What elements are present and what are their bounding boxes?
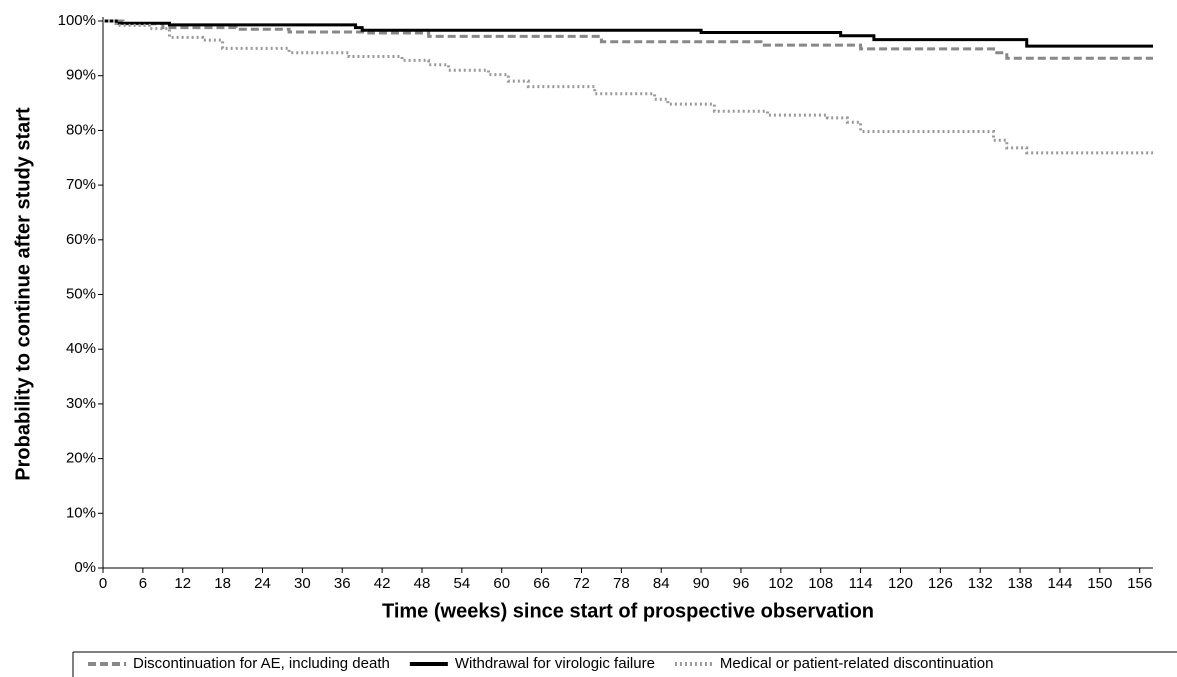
y-tick-label: 80% [66, 121, 96, 138]
x-tick-label: 96 [733, 575, 750, 592]
x-tick-label: 66 [533, 575, 550, 592]
y-tick-label: 10% [66, 504, 96, 521]
x-tick-label: 126 [928, 575, 953, 592]
y-tick-label: 70% [66, 176, 96, 193]
survival-line [103, 19, 1153, 155]
y-tick-label: 50% [66, 285, 96, 302]
legend-label: Medical or patient-related discontinuati… [720, 655, 994, 672]
survival-line [103, 19, 1153, 60]
x-tick-label: 36 [334, 575, 351, 592]
x-tick-label: 48 [414, 575, 431, 592]
x-tick-label: 24 [254, 575, 271, 592]
x-tick-label: 132 [968, 575, 993, 592]
x-tick-label: 114 [849, 575, 873, 592]
x-tick-label: 108 [808, 575, 833, 592]
legend-label: Withdrawal for virologic failure [455, 655, 655, 672]
x-tick-label: 72 [573, 575, 590, 592]
x-tick-label: 18 [214, 575, 231, 592]
x-tick-label: 0 [99, 575, 107, 592]
x-tick-label: 42 [374, 575, 391, 592]
y-tick-label: 30% [66, 395, 96, 412]
x-tick-label: 12 [174, 575, 191, 592]
x-tick-label: 150 [1087, 575, 1112, 592]
y-tick-label: 0% [74, 559, 96, 576]
y-tick-label: 60% [66, 231, 96, 248]
y-tick-label: 90% [66, 67, 96, 84]
legend-label: Discontinuation for AE, including death [133, 655, 390, 672]
x-tick-label: 156 [1127, 575, 1152, 592]
x-tick-label: 84 [653, 575, 670, 592]
y-tick-label: 20% [66, 450, 96, 467]
y-tick-label: 100% [58, 12, 96, 29]
x-tick-label: 120 [888, 575, 913, 592]
x-axis-title: Time (weeks) since start of prospective … [382, 600, 874, 622]
x-tick-label: 6 [139, 575, 147, 592]
x-tick-label: 138 [1008, 575, 1033, 592]
y-tick-label: 40% [66, 340, 96, 357]
x-tick-label: 60 [493, 575, 510, 592]
x-tick-label: 78 [613, 575, 630, 592]
x-tick-label: 144 [1047, 575, 1072, 592]
x-tick-label: 54 [454, 575, 471, 592]
x-tick-label: 90 [693, 575, 710, 592]
x-tick-label: 30 [294, 575, 311, 592]
y-axis-title: Probability to continue after study star… [12, 107, 34, 481]
x-tick-label: 102 [768, 575, 793, 592]
survival-line [103, 19, 1153, 48]
